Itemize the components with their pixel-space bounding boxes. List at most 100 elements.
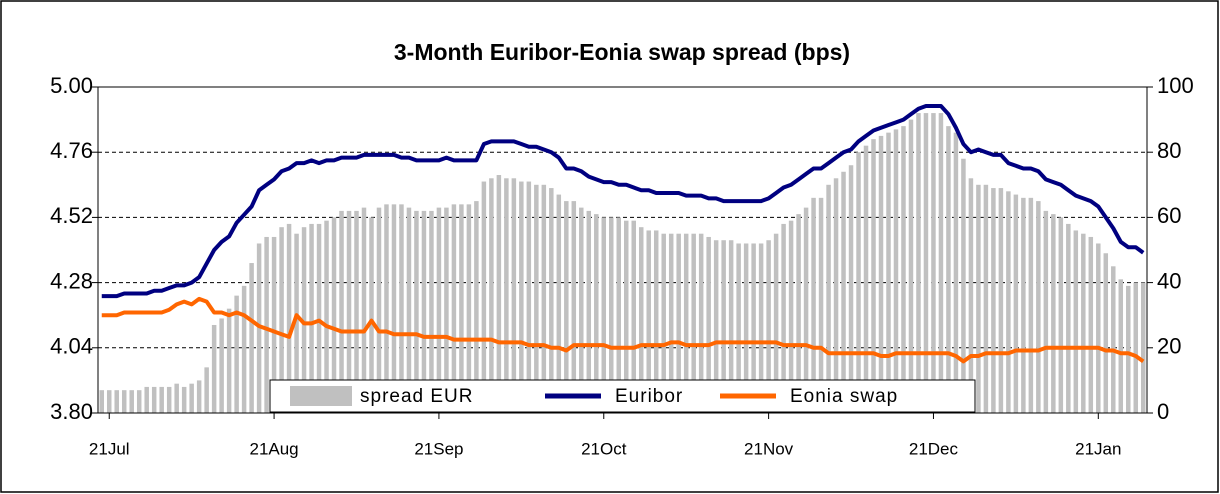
bar — [234, 295, 239, 413]
bar — [136, 390, 142, 413]
bar — [339, 210, 344, 413]
bar — [878, 135, 884, 413]
bar — [489, 178, 494, 413]
bar — [908, 119, 914, 413]
bar — [751, 243, 756, 413]
legend-label: Eonia swap — [790, 386, 898, 407]
bar — [211, 324, 217, 413]
bar — [99, 390, 104, 413]
bar — [1036, 201, 1041, 413]
bar — [519, 181, 524, 413]
bar — [631, 220, 636, 413]
bar — [294, 233, 299, 413]
bar — [571, 201, 577, 413]
bar — [1103, 253, 1109, 413]
x-tick-label: 21Dec — [909, 439, 959, 458]
bar — [481, 181, 487, 413]
bar — [526, 181, 532, 413]
bar — [781, 223, 786, 413]
bar — [1051, 214, 1056, 413]
y2-tick-label: 20 — [1157, 334, 1181, 359]
bar — [788, 220, 794, 413]
bar — [833, 178, 839, 413]
bar — [901, 126, 906, 414]
bar — [1066, 223, 1071, 413]
bar — [106, 390, 112, 413]
bar — [564, 201, 569, 413]
plot-frame — [97, 86, 1148, 414]
bar — [713, 240, 719, 413]
bar — [474, 201, 479, 413]
legend-label: Euribor — [615, 386, 683, 407]
bar — [931, 113, 936, 413]
bar — [818, 197, 824, 413]
bar — [728, 240, 734, 413]
bar — [946, 126, 951, 414]
bar — [324, 220, 329, 413]
bar — [773, 233, 779, 413]
bar — [331, 217, 337, 413]
bar — [938, 113, 944, 413]
bar — [1141, 282, 1146, 413]
bar — [504, 178, 509, 413]
bar — [151, 386, 157, 413]
bar — [998, 188, 1004, 413]
bar — [698, 233, 704, 413]
bar — [803, 207, 809, 413]
bar — [144, 386, 149, 413]
bar — [286, 223, 292, 413]
bar — [466, 204, 472, 413]
bar — [811, 197, 816, 413]
bar — [556, 194, 562, 413]
bar — [1006, 191, 1011, 413]
bar — [414, 210, 419, 413]
bar — [301, 227, 307, 413]
bar — [271, 236, 277, 413]
bar — [1021, 197, 1026, 413]
y-tick-label: 5.00 — [50, 73, 93, 98]
bar — [196, 380, 202, 413]
bar — [961, 158, 966, 413]
bar — [796, 214, 801, 413]
bar — [1028, 197, 1034, 413]
bar — [871, 139, 876, 413]
bar — [114, 390, 119, 413]
bar — [1081, 233, 1086, 413]
bar — [399, 204, 404, 413]
bar — [1013, 194, 1019, 413]
bar — [1133, 282, 1139, 413]
bar — [309, 223, 314, 413]
bar — [743, 243, 749, 413]
y-tick-label: 3.80 — [50, 399, 93, 424]
y-tick-label: 4.28 — [50, 268, 93, 293]
bar — [129, 390, 134, 413]
bar — [451, 204, 457, 413]
bar — [511, 178, 517, 413]
bar — [1043, 210, 1049, 413]
bar — [616, 217, 622, 413]
bar — [968, 178, 974, 413]
bar — [1118, 279, 1124, 413]
bar — [121, 390, 127, 413]
y-tick-label: 4.76 — [50, 138, 93, 163]
bar — [249, 263, 254, 413]
bar — [354, 210, 359, 413]
bar — [159, 386, 164, 413]
bar — [721, 240, 726, 413]
bar — [638, 227, 644, 413]
bar — [623, 220, 629, 413]
bar — [534, 184, 539, 413]
bar — [541, 184, 547, 413]
bar — [204, 367, 209, 413]
bar — [496, 175, 502, 413]
x-tick-label: 21Nov — [744, 439, 794, 458]
bar — [181, 386, 187, 413]
bar — [444, 207, 449, 413]
bar — [976, 184, 981, 413]
bar — [826, 184, 831, 413]
bar — [279, 227, 284, 413]
bar — [609, 217, 614, 413]
bar — [983, 184, 989, 413]
bar — [953, 132, 959, 413]
